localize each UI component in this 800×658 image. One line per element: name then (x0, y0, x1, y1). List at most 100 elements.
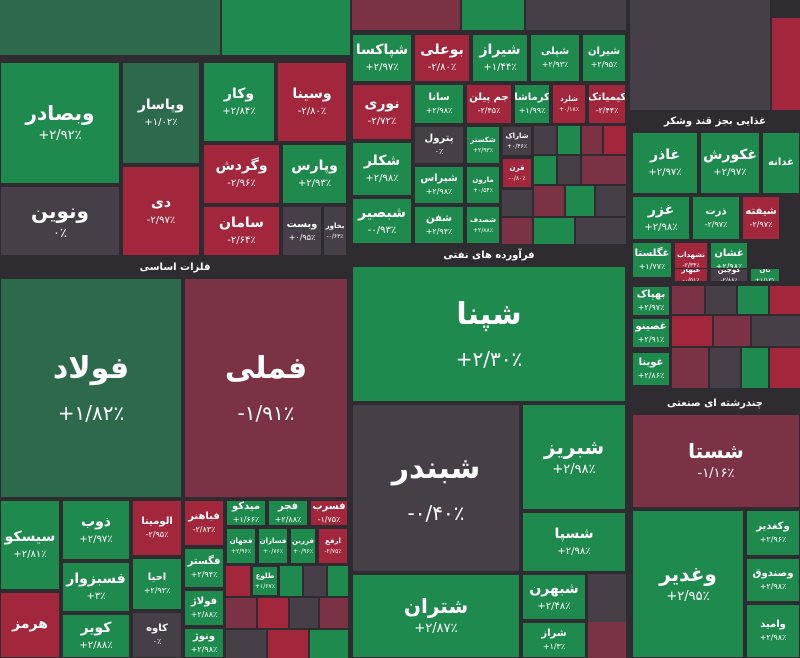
stock-name: غاذر (649, 147, 681, 163)
stock-tile: کاوه ۰٪ (132, 612, 182, 658)
stock-tile: شصدف +۲/۸۸٪ (466, 206, 500, 244)
stock-name: شیراز (479, 42, 521, 58)
stock-tile: شتران +۲/۸۷٪ (352, 574, 520, 658)
stock-change: -۰/۴۰٪ (407, 501, 465, 526)
stock-change: +۰/۴۶٪ (507, 142, 527, 150)
stock-change: +۲/۹۴٪ (425, 227, 453, 237)
filler-tile (526, 0, 626, 30)
filler-tile (582, 126, 602, 154)
filler-tile (320, 598, 348, 628)
stock-name: شبندر (391, 450, 481, 486)
stock-name: کوچین (717, 268, 741, 274)
stock-tile: شیراز +۱/۴۴٪ (472, 34, 528, 82)
stock-change: -۰/۸۰٪ (508, 174, 526, 182)
stock-change: +۱/۰۲٪ (144, 116, 178, 128)
stock-name: فباهنر (188, 510, 220, 522)
stock-change: +۲/۹۳٪ (541, 60, 569, 70)
stock-change: +۱/۷۷٪ (638, 262, 666, 272)
stock-name: فگستر (187, 555, 221, 567)
stock-change: +۰/۵۴٪ (473, 186, 493, 194)
stock-change: -۱/۷۵٪ (317, 515, 341, 525)
stock-tile: وپاسار +۱/۰۲٪ (122, 62, 200, 164)
filler-tile (502, 190, 532, 216)
filler-tile (672, 348, 708, 388)
stock-name: فولاد (52, 350, 130, 386)
stock-tile: پترول ۰٪ (414, 126, 464, 164)
stock-change: +۱/۱۳٪ (755, 276, 775, 282)
stock-tile: نان +۱/۱۳٪ (750, 268, 780, 282)
stock-tile: وصندوق +۲/۹۸٪ (746, 558, 800, 602)
stock-tile: مارون +۰/۵۴٪ (466, 166, 500, 204)
stock-tile: فزرین +۰/۹۶٪ (290, 528, 316, 564)
stock-name: پترول (424, 132, 454, 144)
filler-tile (596, 186, 626, 216)
stock-change: -۲/۸۰٪ (427, 61, 457, 73)
stock-name: طلوع (255, 571, 275, 580)
stock-change: +۱/۶۶٪ (232, 515, 260, 525)
stock-change: -۲/۴۵٪ (477, 106, 501, 116)
stock-name: فسرب (312, 500, 346, 512)
stock-change: +۰/۹۵٪ (288, 233, 316, 243)
stock-change: +۲/۹۷٪ (365, 61, 399, 73)
stock-change: +۲/۹۶٪ (231, 547, 251, 555)
filler-tile (304, 566, 326, 596)
filler-tile (352, 0, 460, 30)
stock-name: فسازان (259, 536, 287, 545)
stock-change: +۰/۹۶٪ (293, 547, 313, 555)
stock-tile: فسازان +۰/۷۶٪ (258, 528, 288, 564)
stock-name: نشهداب (677, 250, 705, 259)
stock-tile: فملی -۱/۹۱٪ (184, 278, 348, 498)
stock-tile: فجر +۲/۸۸٪ (268, 500, 308, 526)
filler-tile (558, 126, 580, 154)
stock-tile: بخاور -۰/۶۳٪ (323, 206, 347, 256)
stock-name: شصدف (470, 215, 496, 224)
stock-name: شبهرن (529, 581, 579, 597)
stock-name: وپاسار (137, 97, 185, 113)
stock-tile: نوری -۲/۷۲٪ (352, 84, 412, 140)
stock-name: وگردش (215, 158, 268, 174)
stock-change: +۱/۳٪ (542, 642, 566, 652)
stock-tile: وکار +۲/۸۴٪ (203, 62, 275, 142)
stock-name: غدانه (768, 156, 794, 168)
stock-tile: شفن +۲/۹۴٪ (414, 206, 464, 244)
stock-name: شکلر (363, 153, 401, 169)
stock-tile: شبندر -۰/۴۰٪ (352, 404, 520, 572)
stock-change: -۰/۹۳٪ (367, 224, 397, 236)
filler-tile (706, 286, 736, 314)
stock-tile: ذرت -۲/۹۷٪ (692, 196, 740, 240)
stock-tile: جم پیلن -۲/۴۵٪ (466, 84, 512, 124)
stock-name: وکار (223, 86, 255, 102)
stock-tile: ذوب +۲/۹۷٪ (62, 500, 130, 560)
stock-name: شپنا (456, 296, 522, 332)
filler-tile (714, 316, 750, 346)
stock-name: کویر (80, 620, 112, 636)
stock-tile: فجهان +۲/۹۶٪ (226, 528, 256, 564)
stock-change: -۲/۹۷٪ (749, 220, 773, 230)
filler-tile (280, 566, 302, 596)
stock-tile: غدانه (762, 132, 800, 194)
stock-change: -۲/۶۴٪ (227, 234, 256, 246)
stock-change: -۰/۶۳٪ (326, 232, 344, 240)
stock-change: -۲/۸۰٪ (297, 105, 327, 117)
stock-change: +۱/۹۹٪ (518, 106, 546, 116)
stock-name: شپاکسا (355, 42, 409, 58)
stock-name: قرن (509, 163, 525, 172)
stock-name: هرمز (12, 616, 48, 633)
stock-change: +۱/۸۲٪ (57, 401, 125, 426)
stock-change: +۲/۹۸٪ (425, 106, 453, 116)
stock-change: +۲/۹۷٪ (648, 166, 682, 178)
stock-name: احیا (147, 571, 167, 583)
stock-name: شفن (425, 212, 453, 224)
stock-change: +۰/۷۶٪ (263, 547, 283, 555)
stock-change: ۰٪ (434, 147, 444, 157)
stock-change: +۲/۹۶٪ (759, 535, 787, 545)
stock-change: +۲/۹۵٪ (590, 60, 618, 70)
stock-name: شیران (587, 45, 621, 57)
stock-change: +۱/۶۷٪ (255, 582, 275, 590)
stock-name: غشان (714, 247, 744, 259)
stock-change: -۱/۹۱٪ (237, 401, 295, 426)
stock-tile: شسپا +۲/۹۸٪ (522, 512, 626, 572)
stock-tile: شکلر +۲/۹۸٪ (352, 142, 412, 196)
stock-tile: غزر +۲/۹۸٪ (632, 196, 690, 240)
stock-tile: الومینا -۲/۹۵٪ (132, 500, 182, 556)
